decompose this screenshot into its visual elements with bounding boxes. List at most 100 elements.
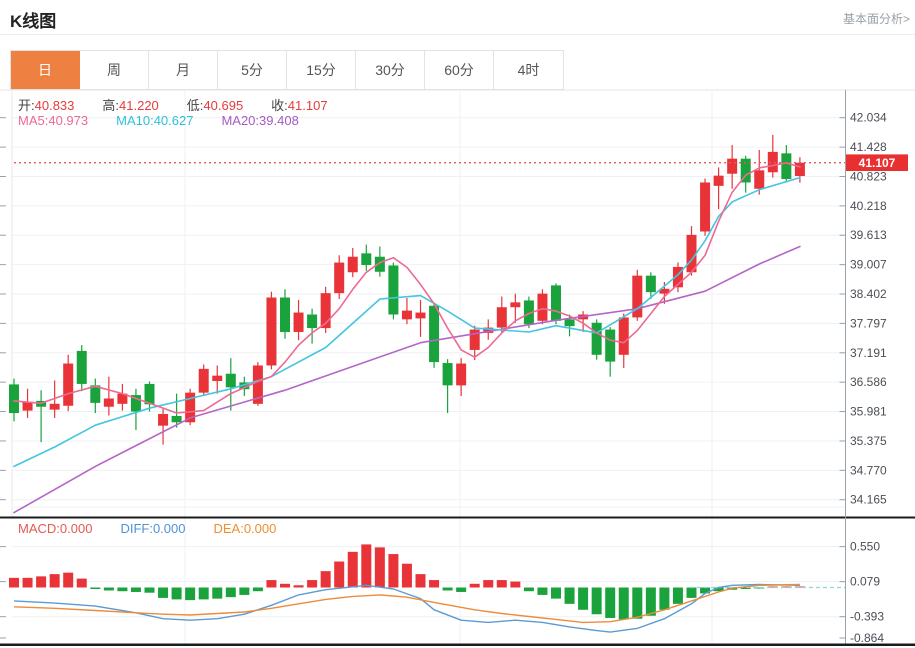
tab-30min[interactable]: 30分 bbox=[356, 51, 425, 89]
stat-label: 开: bbox=[18, 98, 35, 113]
candle-body bbox=[483, 327, 494, 333]
page-title: K线图 bbox=[10, 12, 57, 31]
macd-bar bbox=[239, 587, 250, 595]
price-axis-tick: 37.191 bbox=[850, 346, 887, 360]
macd-bar bbox=[225, 587, 236, 598]
candle-body bbox=[645, 275, 656, 293]
ma-line-ma20 bbox=[13, 245, 801, 514]
tab-5min[interactable]: 5分 bbox=[218, 51, 287, 89]
macd-bar bbox=[591, 587, 602, 615]
macd-histogram bbox=[9, 544, 805, 620]
candle-body bbox=[266, 297, 277, 366]
current-price-badge-text: 41.107 bbox=[859, 156, 896, 170]
macd-bar bbox=[564, 587, 575, 604]
candle-body bbox=[523, 300, 534, 325]
candle-body bbox=[63, 363, 74, 406]
candle-body bbox=[618, 317, 629, 355]
tab-day[interactable]: 日 bbox=[11, 51, 80, 89]
fundamental-analysis-link[interactable]: 基本面分析> bbox=[842, 12, 910, 26]
ohlc-row-item: 高:41.220 bbox=[102, 98, 171, 113]
candle-body bbox=[401, 310, 412, 320]
macd-bar bbox=[672, 587, 683, 604]
macd-bar bbox=[49, 574, 60, 588]
price-axis-tick: 35.375 bbox=[850, 434, 887, 448]
candle-body bbox=[293, 312, 304, 332]
macd-bar bbox=[442, 587, 453, 591]
candle-body bbox=[632, 275, 643, 318]
tab-week[interactable]: 周 bbox=[80, 51, 149, 89]
macd-bar bbox=[388, 554, 399, 588]
macd-bar bbox=[171, 587, 182, 600]
macd-bar bbox=[374, 547, 385, 588]
candle-body bbox=[158, 414, 169, 426]
macd-bar bbox=[36, 576, 47, 588]
candle-body bbox=[225, 373, 236, 388]
price-axis-tick: 37.797 bbox=[850, 316, 887, 330]
candle-body bbox=[496, 307, 507, 328]
price-axis-tick: 39.007 bbox=[850, 258, 887, 272]
tab-60min[interactable]: 60分 bbox=[425, 51, 494, 89]
candle-body bbox=[198, 368, 209, 393]
price-axis-tick: 34.165 bbox=[850, 493, 887, 507]
macd-axis-tick: 0.550 bbox=[850, 540, 880, 554]
macd-bar bbox=[117, 587, 128, 592]
candle-body bbox=[469, 329, 480, 350]
candle-body bbox=[361, 253, 372, 265]
macd-values-row-item: DEA:0.000 bbox=[213, 521, 289, 536]
candle-body bbox=[252, 365, 263, 404]
macd-bar bbox=[523, 587, 534, 592]
macd-bar bbox=[551, 587, 561, 599]
stat-value: 0.000 bbox=[243, 521, 277, 536]
stat-value: 40.695 bbox=[203, 98, 244, 113]
tab-4hour[interactable]: 4时 bbox=[517, 62, 540, 78]
macd-axis-tick: 0.079 bbox=[850, 575, 880, 589]
candle-body bbox=[22, 401, 33, 411]
macd-bar bbox=[22, 577, 33, 588]
macd-bar bbox=[9, 577, 19, 588]
stat-label: MA20: bbox=[221, 113, 260, 128]
price-axis-tick: 39.613 bbox=[850, 228, 887, 242]
candle-body bbox=[171, 415, 182, 423]
candle-body bbox=[605, 329, 616, 362]
stat-value: 41.220 bbox=[119, 98, 159, 113]
candle-body bbox=[9, 384, 19, 414]
macd-values-row-item: DIFF:0.000 bbox=[120, 521, 198, 536]
candle-body bbox=[117, 393, 128, 404]
ma-values-row-item: MA5:40.973 bbox=[18, 113, 101, 128]
candle-body bbox=[672, 266, 683, 288]
stat-value: 40.627 bbox=[153, 113, 194, 128]
macd-bar bbox=[415, 574, 426, 588]
tab-month[interactable]: 月 bbox=[149, 51, 218, 89]
macd-bar bbox=[185, 587, 196, 601]
candle-body bbox=[280, 297, 290, 332]
pane-borders bbox=[0, 89, 915, 646]
macd-bar bbox=[781, 586, 792, 588]
candle-body bbox=[76, 350, 87, 384]
candle-body bbox=[456, 363, 467, 386]
macd-bar bbox=[618, 587, 629, 620]
stat-label: 高: bbox=[102, 98, 120, 113]
candle-body bbox=[537, 293, 548, 321]
candle-body bbox=[185, 392, 196, 423]
stat-label: DEA: bbox=[213, 521, 244, 536]
macd-bar bbox=[293, 585, 304, 588]
macd-line-diff bbox=[13, 583, 800, 633]
ohlc-row-item: 收:41.107 bbox=[271, 98, 340, 113]
candle-body bbox=[334, 262, 345, 294]
candle-body bbox=[700, 182, 711, 232]
candle-body bbox=[307, 314, 318, 329]
candle-body bbox=[374, 256, 385, 272]
candle-body bbox=[551, 285, 561, 321]
macd-bar bbox=[90, 587, 101, 589]
axis-labels: 42.034 41.428 40.823 40.218 39.613 39.007 38.4… bbox=[850, 111, 887, 645]
tab-15min[interactable]: 15分 bbox=[287, 51, 356, 89]
candle-body bbox=[388, 265, 399, 315]
candle-body bbox=[347, 256, 358, 273]
candle-body bbox=[49, 403, 60, 410]
macd-bar bbox=[794, 586, 805, 588]
macd-axis-tick: -0.393 bbox=[850, 610, 884, 624]
macd-bar bbox=[158, 587, 169, 598]
macd-bar bbox=[198, 587, 209, 600]
